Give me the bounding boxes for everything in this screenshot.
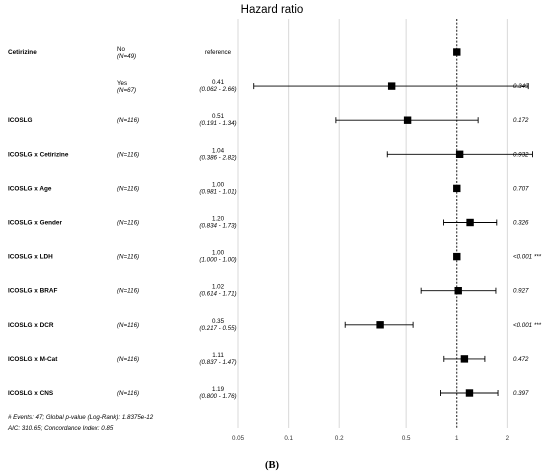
forest-row: ICOSLG x Age (N=116) 1.00(0.981 - 1.01) 0.7…	[8, 181, 529, 195]
forest-row: ICOSLG x BRAF (N=116) 1.02(0.614 - 1.71) 0.…	[8, 284, 529, 298]
p-value: <0.001 ***	[513, 254, 542, 261]
hr-marker	[460, 355, 469, 363]
ci-label: (0.834 - 1.73)	[199, 223, 236, 230]
hr-label: 1.00	[212, 250, 225, 257]
hr-marker	[453, 252, 461, 261]
hr-label: 0.35	[212, 318, 225, 325]
x-tick-label: 1	[455, 435, 459, 442]
forest-row: ICOSLG x DCR (N=116) 0.35(0.217 - 0.55) <0.…	[8, 318, 542, 332]
level-label: Yes	[117, 80, 127, 87]
x-tick-label: 0.5	[402, 435, 411, 442]
p-value: 0.927	[513, 288, 529, 295]
ci-label: (0.386 - 2.82)	[199, 154, 236, 161]
p-value: <0.001 ***	[513, 322, 542, 329]
n-label: (N=116)	[117, 220, 139, 227]
chart-title: Hazard ratio	[241, 4, 304, 16]
x-axis-ticks: 0.05 0.1 0.2 0.5 1 2	[232, 435, 510, 442]
n-label: (N=116)	[117, 288, 139, 295]
hr-marker	[455, 150, 464, 158]
hr-marker	[403, 116, 412, 124]
p-value: 0.326	[513, 220, 529, 227]
forest-rows: Cetirizine No(N=49) reference Yes(N=67) 0.41…	[8, 46, 542, 400]
variable-label: ICOSLG	[8, 117, 33, 124]
ci-label: (0.837 - 1.47)	[199, 359, 236, 366]
hr-marker	[387, 82, 396, 90]
forest-row: ICOSLG (N=116) 0.51(0.191 - 1.34) 0.172	[8, 113, 529, 127]
n-label: (N=116)	[117, 151, 139, 158]
panel-label: (B)	[265, 460, 280, 471]
n-label: (N=116)	[117, 117, 139, 124]
p-value: 0.349	[513, 83, 529, 90]
n-label: (N=116)	[117, 322, 139, 329]
hr-marker	[454, 287, 462, 295]
n-label: (N=67)	[117, 87, 136, 94]
hr-label: 1.19	[212, 386, 225, 393]
variable-label: ICOSLG x DCR	[8, 322, 54, 329]
variable-label: Cetirizine	[8, 49, 37, 56]
hr-label: 0.41	[212, 79, 225, 86]
gridlines	[237, 19, 508, 428]
variable-label: ICOSLG x Age	[8, 185, 52, 192]
n-label: (N=116)	[117, 254, 139, 261]
variable-label: ICOSLG x Gender	[8, 220, 62, 227]
ci-label: (1.000 - 1.00)	[199, 257, 236, 264]
hr-marker	[453, 48, 461, 56]
ci-label: (0.800 - 1.76)	[199, 393, 236, 400]
variable-label: ICOSLG x M-Cat	[8, 356, 58, 363]
variable-label: ICOSLG x Cetirizine	[8, 151, 69, 158]
p-value: 0.707	[513, 185, 529, 192]
forest-row: ICOSLG x Gender (N=116) 1.20(0.834 - 1.73)…	[8, 216, 529, 230]
hr-marker	[376, 321, 384, 329]
variable-label: ICOSLG x CNS	[8, 390, 54, 397]
forest-row: ICOSLG x CNS (N=116) 1.19(0.800 - 1.76) 0.3…	[8, 386, 529, 400]
hr-marker	[466, 218, 474, 227]
p-value: 0.932	[513, 151, 529, 158]
variable-label: ICOSLG x LDH	[8, 254, 53, 261]
p-value: 0.172	[513, 117, 529, 124]
level-label: No	[117, 46, 125, 53]
hr-marker	[453, 184, 461, 193]
forest-row: ICOSLG x LDH (N=116) 1.00(1.000 - 1.00) <0.…	[8, 250, 542, 264]
footnote-events: # Events: 47; Global p-value (Log-Rank):…	[8, 414, 154, 421]
hr-label: 0.51	[212, 113, 225, 120]
forest-row: Yes(N=67) 0.41(0.062 - 2.66) 0.349	[117, 79, 529, 94]
x-tick-label: 0.2	[335, 435, 344, 442]
hr-label: 1.00	[212, 181, 225, 188]
hr-marker	[465, 389, 474, 397]
reference-label: reference	[205, 49, 232, 56]
hr-label: 1.04	[212, 147, 225, 154]
footnote-aic: AIC: 310.65; Concordance Index: 0.85	[7, 425, 114, 432]
n-label: (N=116)	[117, 356, 139, 363]
n-label: (N=116)	[117, 185, 139, 192]
hr-label: 1.02	[212, 284, 225, 291]
x-tick-label: 2	[506, 435, 510, 442]
forest-row: ICOSLG x Cetirizine (N=116) 1.04(0.386 - 2…	[8, 147, 533, 161]
x-tick-label: 0.05	[232, 435, 245, 442]
hr-label: 1.11	[212, 352, 224, 359]
forest-row: ICOSLG x M-Cat (N=116) 1.11(0.837 - 1.47) 0…	[8, 352, 529, 366]
n-label: (N=116)	[117, 390, 139, 397]
ci-label: (0.614 - 1.71)	[199, 291, 236, 298]
p-value: 0.472	[513, 356, 529, 363]
ci-label: (0.981 - 1.01)	[199, 188, 236, 195]
ci-label: (0.217 - 0.55)	[199, 325, 236, 332]
ci-label: (0.191 - 1.34)	[199, 120, 236, 127]
p-value: 0.397	[513, 390, 529, 397]
n-label: (N=49)	[117, 53, 136, 60]
variable-label: ICOSLG x BRAF	[8, 288, 57, 295]
ci-label: (0.062 - 2.66)	[199, 86, 236, 93]
forest-row: Cetirizine No(N=49) reference	[8, 46, 461, 60]
x-tick-label: 0.1	[284, 435, 293, 442]
hr-label: 1.20	[212, 216, 225, 223]
